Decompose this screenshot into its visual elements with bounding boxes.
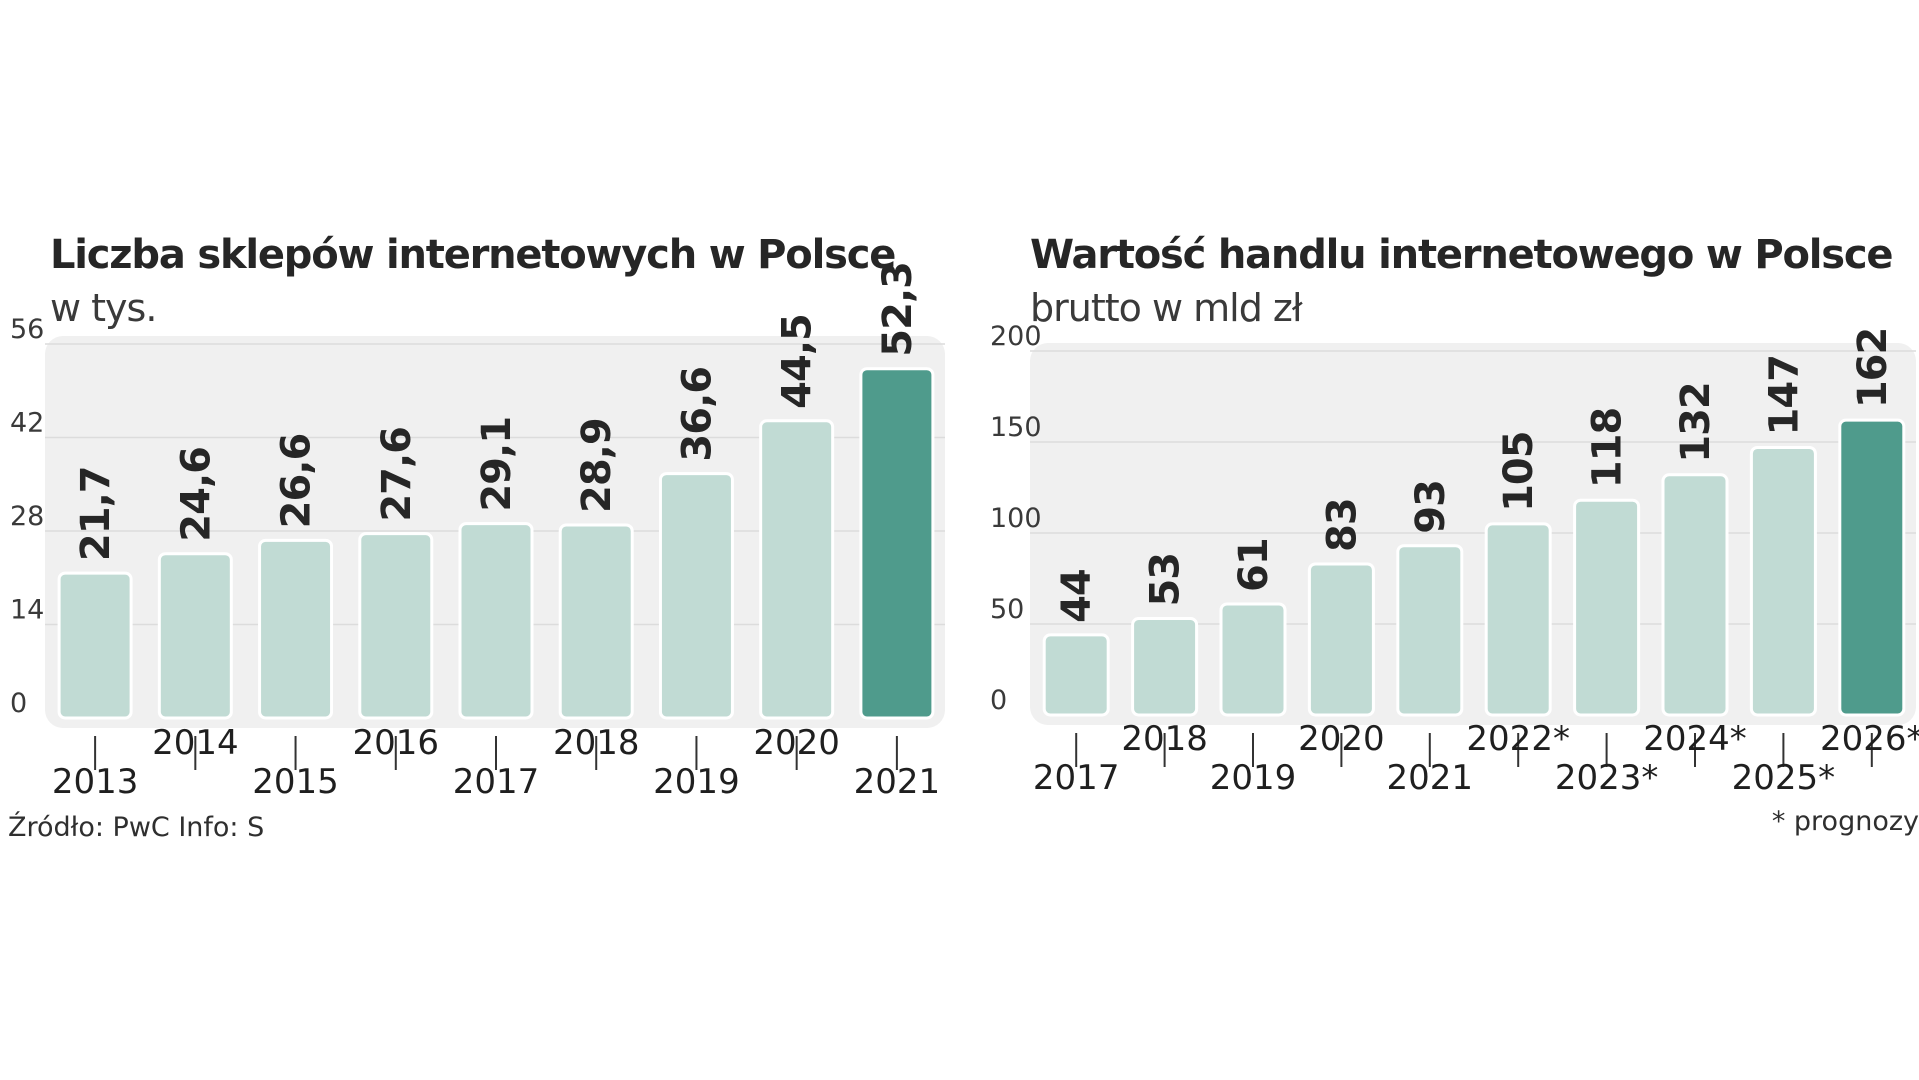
y-tick-label: 200 [990,321,1042,352]
bar [1484,522,1552,717]
bar [1131,617,1199,717]
bar [458,522,534,720]
data-label: 36,6 [674,367,720,462]
bar [558,523,634,720]
data-label: 24,6 [173,447,219,542]
data-label: 83 [1319,498,1365,552]
x-tick-label: 2021 [1387,758,1474,798]
bar [1042,633,1110,717]
chart-panel-left: Liczba sklepów internetowych w Polsce w … [8,232,945,843]
bar [57,571,133,720]
bar [1661,473,1729,717]
bar [859,367,935,720]
data-label: 52,3 [875,262,921,357]
data-label: 53 [1143,553,1189,607]
data-label: 21,7 [73,466,119,561]
x-tick-label: 2014 [152,723,239,763]
x-tick-label: 2018 [1121,719,1208,759]
x-tick-label: 2020 [1298,719,1385,759]
bar [1396,544,1464,717]
source-note: Źródło: PwC Info: S [8,812,265,843]
data-label: 26,6 [274,434,320,529]
x-tick-label: 2022* [1466,719,1570,759]
x-tick-label: 2023* [1555,758,1659,798]
forecast-note: * prognozy [1771,806,1919,837]
data-label: 132 [1673,382,1719,463]
data-label: 147 [1761,355,1807,436]
bar-chart-ecommerce-value: 0 50 100 150 200 44 2017 53 2018 61 2019 83 2020 93 20… [990,321,1919,798]
y-tick-label: 28 [10,501,44,532]
bar-chart-shops: 0 14 28 42 56 21,7 2013 24,6 2014 26,6 2015 27,6 201… [10,262,945,802]
bar [1219,602,1287,717]
x-tick-label: 2026* [1820,719,1919,759]
y-tick-label: 56 [10,314,44,345]
chart-subtitle: w tys. [50,286,157,330]
bar [157,552,233,720]
bar [1307,562,1375,717]
y-tick-label: 100 [990,503,1042,534]
y-tick-label: 50 [990,594,1024,625]
x-tick-label: 2015 [252,762,339,802]
chart-panel-right: Wartość handlu internetowego w Polsce br… [990,0,1919,1080]
y-tick-label: 0 [10,688,27,719]
bar [1573,498,1641,717]
x-tick-label: 2024* [1643,719,1747,759]
bar [759,419,835,720]
x-tick-label: 2025* [1732,758,1836,798]
x-tick-label: 2021 [854,762,941,802]
data-label: 162 [1850,328,1896,409]
data-label: 61 [1231,538,1277,592]
data-label: 28,9 [574,418,620,513]
x-tick-label: 2020 [753,723,840,763]
chart-title: Liczba sklepów internetowych w Polsce [50,232,896,278]
y-tick-label: 0 [990,685,1007,716]
x-tick-label: 2018 [553,723,640,763]
bar [1838,418,1906,717]
bar [1749,445,1817,717]
data-label: 118 [1585,408,1631,489]
x-tick-label: 2017 [1033,758,1120,798]
chart-title: Wartość handlu internetowego w Polsce [1030,232,1893,278]
bar [258,538,334,720]
y-tick-label: 150 [990,412,1042,443]
data-label: 27,6 [374,427,420,522]
data-label: 29,1 [474,417,520,512]
x-tick-label: 2013 [52,762,139,802]
bar [358,532,434,720]
data-label: 44,5 [775,314,821,409]
data-label: 93 [1408,480,1454,534]
x-tick-label: 2019 [653,762,740,802]
x-tick-label: 2017 [453,762,540,802]
bar [658,472,734,720]
data-label: 44 [1054,569,1100,623]
chart-subtitle: brutto w mld zł [1030,286,1303,330]
y-tick-label: 42 [10,408,44,439]
data-label: 105 [1496,431,1542,512]
y-tick-label: 14 [10,595,44,626]
x-tick-label: 2016 [353,723,440,763]
x-tick-label: 2019 [1210,758,1297,798]
